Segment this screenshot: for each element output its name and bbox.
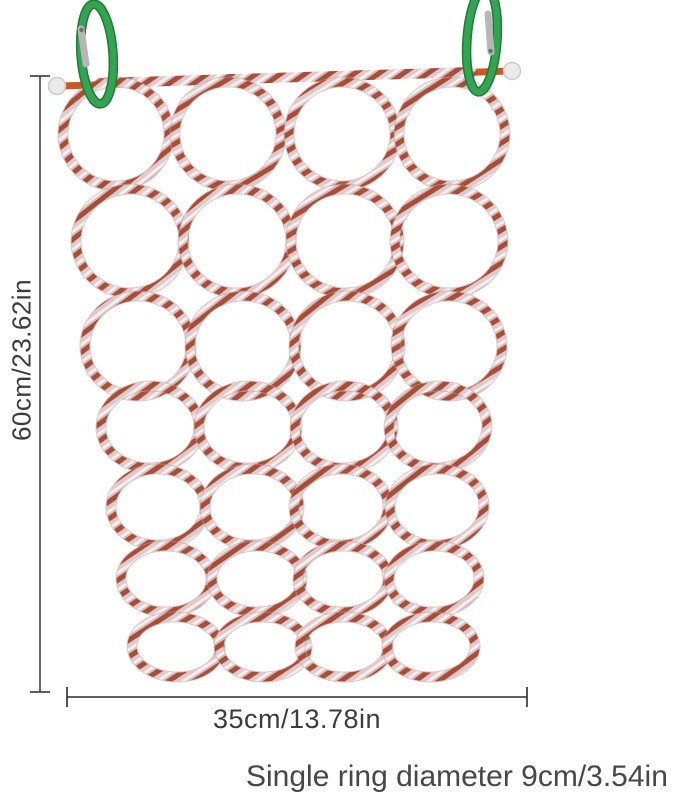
ring-diameter-caption: Single ring diameter 9cm/3.54in [246,760,668,793]
rope-ring [293,541,393,617]
right-carabiner-body [463,0,501,96]
rope-ring [127,612,225,682]
right-carabiner [461,0,503,97]
right-carabiner-gate-pivot [488,48,493,54]
rope-ring [384,541,484,617]
rope-ring [382,612,480,682]
width-dimension-label: 35cm/13.78in [212,704,382,734]
rope-ring [170,77,286,191]
rope-ring [178,184,296,298]
rope-ring [116,541,216,617]
rope-ring [391,291,507,401]
left-carabiner-gate-pivot [79,27,84,33]
rope-ring [286,184,404,298]
rope-ring [394,77,510,191]
rope-ring [58,77,174,191]
ring-net [57,76,511,683]
rope-ring [207,541,307,617]
rope-ring [295,612,393,682]
rope-ring [200,464,304,550]
rod-end-ball-right [502,61,522,81]
left-carabiner-body [77,0,117,108]
rope-ring [106,464,210,550]
rod-rope-wrap [95,67,477,88]
rope-ring [385,464,489,550]
rope-ring [214,612,312,682]
right-carabiner-gate [484,10,495,56]
rope-ring [390,184,508,298]
width-dimension-line [66,687,528,707]
left-carabiner-gate [77,25,90,68]
rope-ring [289,464,393,550]
rod-end-ball-left [47,76,67,96]
height-dimension-line [30,75,50,693]
rope-ring [71,184,189,298]
height-dimension-label: 60cm/23.62in [6,278,37,442]
left-carabiner [75,0,119,109]
rope-ring [284,77,400,191]
